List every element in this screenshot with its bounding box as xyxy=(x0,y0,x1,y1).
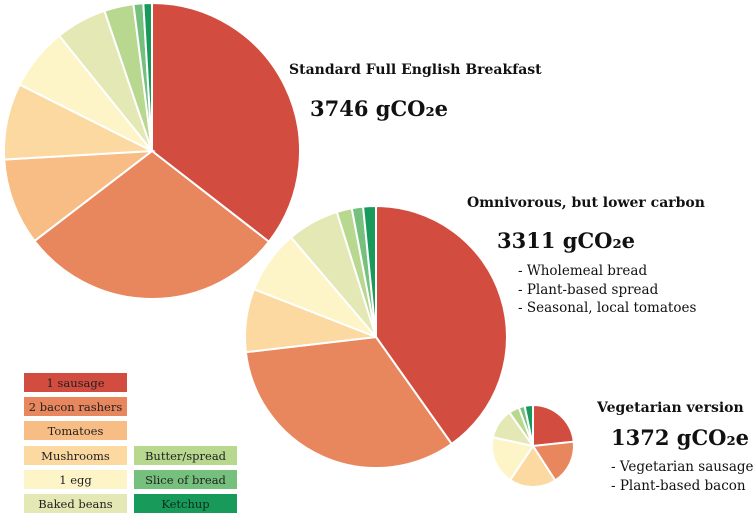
legend-item-tomatoes: Tomatoes xyxy=(24,421,127,440)
note-item: - Plant-based spread xyxy=(518,281,659,298)
standard-title: Standard Full English Breakfast xyxy=(289,62,542,78)
lower-carbon-notes: - Wholemeal bread - Plant-based spread -… xyxy=(518,262,696,318)
pie-slice-1-sausage xyxy=(151,1,301,244)
pie-lower-carbon xyxy=(244,204,508,469)
legend-item-ketchup: Ketchup xyxy=(134,494,237,513)
lower-carbon-total: 3311 gCO₂e xyxy=(497,228,636,253)
pie-slice-tomatoes xyxy=(3,149,156,243)
vegetarian-notes: - Vegetarian sausages - Plant-based baco… xyxy=(611,458,754,495)
pie-slice-1-sausage xyxy=(532,403,575,448)
pie-standard xyxy=(3,1,301,300)
pie-vegetarian xyxy=(491,403,575,488)
note-item: - Wholemeal bread xyxy=(518,263,648,279)
legend: 1 sausage 2 bacon rashers Tomatoes Mushr… xyxy=(24,373,240,515)
vegetarian-total: 1372 gCO₂e xyxy=(611,425,750,450)
standard-total: 3746 gCO₂e xyxy=(310,96,449,121)
pie-slice-ketchup xyxy=(142,1,153,152)
legend-item-bread: Slice of bread xyxy=(134,470,237,489)
legend-item-baked-beans: Baked beans xyxy=(24,494,127,513)
legend-item-mushrooms: Mushrooms xyxy=(24,446,127,465)
pie-slice-2-bacon-rashers xyxy=(33,149,271,300)
pie-slice-ketchup xyxy=(523,403,534,447)
pie-slice-ketchup xyxy=(361,204,377,338)
note-item: - Seasonal, local tomatoes xyxy=(518,300,697,316)
lower-carbon-title: Omnivorous, but lower carbon xyxy=(467,195,705,211)
note-item: - Vegetarian sausages xyxy=(611,459,754,475)
note-item: - Plant-based bacon xyxy=(611,477,746,494)
pie-slice-2-bacon-rashers xyxy=(244,335,454,469)
pie-slice-1-egg xyxy=(491,436,535,482)
legend-item-egg: 1 egg xyxy=(24,470,127,489)
pie-slice-1-sausage xyxy=(375,204,508,446)
vegetarian-title: Vegetarian version xyxy=(597,400,744,416)
legend-item-sausage: 1 sausage xyxy=(24,373,127,392)
legend-item-butter: Butter/spread xyxy=(134,446,237,465)
legend-item-bacon: 2 bacon rashers xyxy=(24,397,127,416)
